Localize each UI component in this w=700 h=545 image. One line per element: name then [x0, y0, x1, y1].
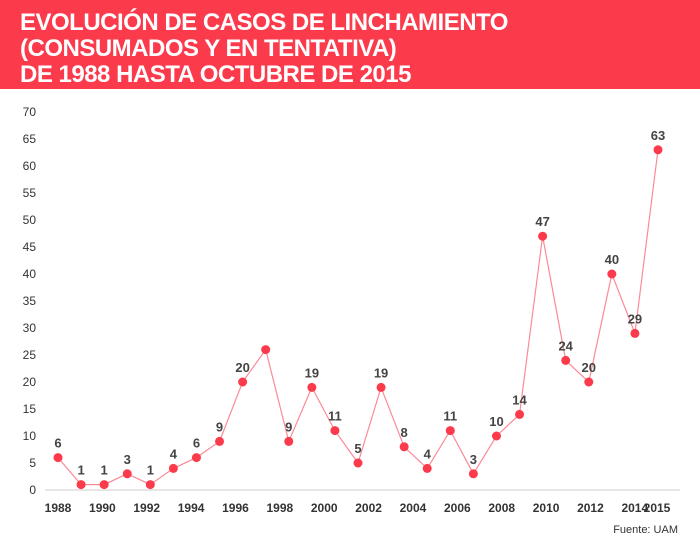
- data-label: 19: [305, 365, 319, 380]
- chart-title-line-1: EVOLUCIÓN DE CASOS DE LINCHAMIENTO: [20, 9, 508, 36]
- x-tick-label: 1990: [89, 501, 116, 515]
- x-tick-label: 1992: [133, 501, 160, 515]
- data-label: 1: [101, 463, 108, 478]
- chart-header: EVOLUCIÓN DE CASOS DE LINCHAMIENTO (CONS…: [0, 0, 700, 89]
- y-tick-label: 10: [23, 429, 37, 443]
- data-label: 1: [147, 463, 154, 478]
- y-tick-label: 15: [23, 402, 37, 416]
- data-point: [145, 480, 155, 490]
- data-label: 9: [285, 419, 292, 434]
- data-label: 14: [512, 392, 527, 407]
- data-label: 11: [443, 409, 457, 424]
- chart-title-line-2: (CONSUMADOS Y EN TENTATIVA): [20, 35, 397, 62]
- data-point: [53, 453, 63, 463]
- data-point: [191, 453, 201, 463]
- data-point: [168, 463, 178, 473]
- data-label: 8: [401, 425, 408, 440]
- data-label: 6: [54, 436, 61, 451]
- data-label: 19: [374, 365, 388, 380]
- data-point: [238, 377, 248, 387]
- data-point: [607, 269, 617, 279]
- x-tick-label: 2012: [577, 501, 604, 515]
- data-point: [376, 382, 386, 392]
- series-line: [57, 149, 659, 486]
- y-tick-label: 30: [23, 321, 37, 335]
- data-label: 4: [424, 446, 432, 461]
- data-point: [491, 431, 501, 441]
- data-label: 10: [489, 414, 503, 429]
- x-tick-label: 2008: [488, 501, 515, 515]
- data-point: [515, 409, 525, 419]
- data-point: [468, 469, 478, 479]
- data-point: [330, 426, 340, 436]
- data-point: [284, 436, 294, 446]
- y-tick-label: 45: [23, 240, 37, 254]
- data-point: [584, 377, 594, 387]
- y-tick-label: 50: [23, 213, 37, 227]
- data-point: [261, 345, 271, 355]
- x-tick-label: 2002: [355, 501, 382, 515]
- y-tick-label: 60: [23, 159, 37, 173]
- data-point: [353, 458, 363, 468]
- source-note: Fuente: UAM: [613, 524, 678, 536]
- data-point: [99, 480, 109, 490]
- x-tick-label: 2006: [444, 501, 471, 515]
- data-point: [538, 231, 548, 241]
- data-label: 20: [235, 360, 249, 375]
- data-label: 24: [558, 338, 573, 353]
- y-tick-label: 65: [23, 132, 37, 146]
- y-tick-label: 35: [23, 294, 37, 308]
- data-label: 29: [628, 311, 642, 326]
- data-label: 5: [354, 441, 361, 456]
- x-tick-label: 1988: [45, 501, 72, 515]
- data-label: 9: [216, 419, 223, 434]
- x-tick-label: 2015: [644, 501, 671, 515]
- data-label: 40: [605, 252, 619, 267]
- x-tick-label: 1998: [267, 501, 294, 515]
- data-point: [422, 463, 432, 473]
- data-label: 3: [124, 452, 131, 467]
- y-tick-label: 40: [23, 267, 37, 281]
- data-label: 47: [535, 214, 549, 229]
- data-label: 1: [77, 463, 84, 478]
- data-label: 11: [328, 409, 342, 424]
- x-tick-label: 1996: [222, 501, 249, 515]
- data-point: [399, 442, 409, 452]
- data-point: [215, 436, 225, 446]
- data-point: [122, 469, 132, 479]
- data-label: 6: [193, 436, 200, 451]
- data-point: [630, 328, 640, 338]
- data-label: 20: [582, 360, 596, 375]
- data-point: [76, 480, 86, 490]
- y-tick-label: 70: [23, 105, 37, 119]
- data-label: 63: [651, 128, 665, 143]
- data-point: [307, 382, 317, 392]
- data-point: [653, 145, 663, 155]
- y-tick-label: 25: [23, 348, 37, 362]
- chart-title-line-3: DE 1988 HASTA OCTUBRE DE 2015: [20, 61, 411, 88]
- x-tick-label: 1994: [178, 501, 205, 515]
- x-tick-label: 2004: [400, 501, 427, 515]
- data-label: 3: [470, 452, 477, 467]
- data-label: 4: [170, 446, 178, 461]
- data-point: [445, 426, 455, 436]
- data-point: [561, 355, 571, 365]
- y-tick-label: 55: [23, 186, 37, 200]
- y-tick-label: 20: [23, 375, 37, 389]
- x-tick-label: 2000: [311, 501, 338, 515]
- x-tick-label: 2010: [533, 501, 560, 515]
- y-tick-label: 0: [29, 483, 36, 497]
- x-tick-label: 2014: [621, 501, 648, 515]
- y-tick-label: 5: [29, 456, 36, 470]
